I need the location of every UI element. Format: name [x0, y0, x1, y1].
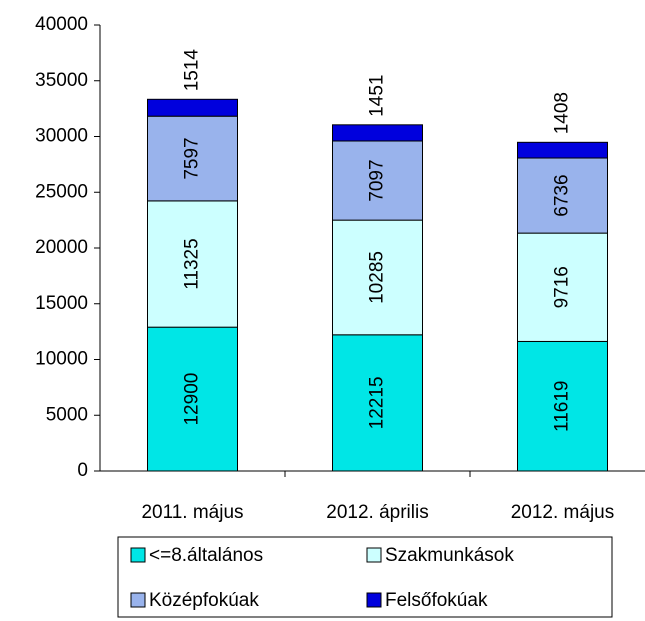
y-tick-label: 0 — [77, 460, 88, 481]
value-label: 11325 — [182, 238, 203, 289]
y-tick-label: 35000 — [35, 70, 88, 91]
value-label: 1451 — [367, 75, 388, 117]
value-label: 7097 — [367, 159, 388, 201]
value-label: 9716 — [552, 266, 573, 308]
value-label: 1514 — [182, 49, 203, 92]
x-tick-label: 2011. május — [141, 502, 243, 523]
y-tick-label: 25000 — [35, 181, 88, 202]
legend-box — [117, 536, 613, 618]
x-tick-label: 2012. április — [326, 502, 428, 523]
legend-swatch — [366, 547, 382, 563]
legend-label: Felsőfokúak — [385, 590, 488, 611]
legend-label: <=8.általános — [149, 545, 263, 566]
bar-segment — [517, 340, 608, 472]
y-tick-label: 30000 — [35, 126, 88, 147]
bar-segment — [517, 232, 608, 342]
bar-segment — [517, 141, 608, 159]
value-label: 12900 — [182, 373, 203, 426]
bar-segment — [332, 334, 423, 472]
value-label: 7597 — [182, 137, 203, 179]
legend-label: Középfokúak — [149, 590, 259, 611]
y-tick-label: 10000 — [35, 349, 88, 370]
y-tick-label: 40000 — [35, 14, 88, 35]
value-label: 10285 — [367, 251, 388, 304]
bar-segment — [332, 124, 423, 142]
legend-swatch — [130, 592, 146, 608]
y-tick-label: 5000 — [46, 404, 88, 425]
value-label: 1408 — [552, 92, 573, 134]
bar-segment — [517, 157, 608, 234]
value-label: 6736 — [552, 174, 573, 216]
legend-swatch — [366, 592, 382, 608]
bar-segment — [332, 140, 423, 221]
legend-swatch — [130, 547, 146, 563]
x-tick-label: 2012. május — [511, 502, 615, 523]
bar-segment — [147, 200, 238, 328]
bar-segment — [147, 326, 238, 472]
value-label: 11619 — [552, 381, 573, 432]
y-tick-label: 20000 — [35, 237, 88, 258]
legend-label: Szakmunkások — [385, 545, 514, 566]
bar-segment — [332, 219, 423, 336]
value-label: 12215 — [367, 376, 388, 429]
bar-segment — [147, 98, 238, 117]
y-tick-label: 15000 — [35, 293, 88, 314]
